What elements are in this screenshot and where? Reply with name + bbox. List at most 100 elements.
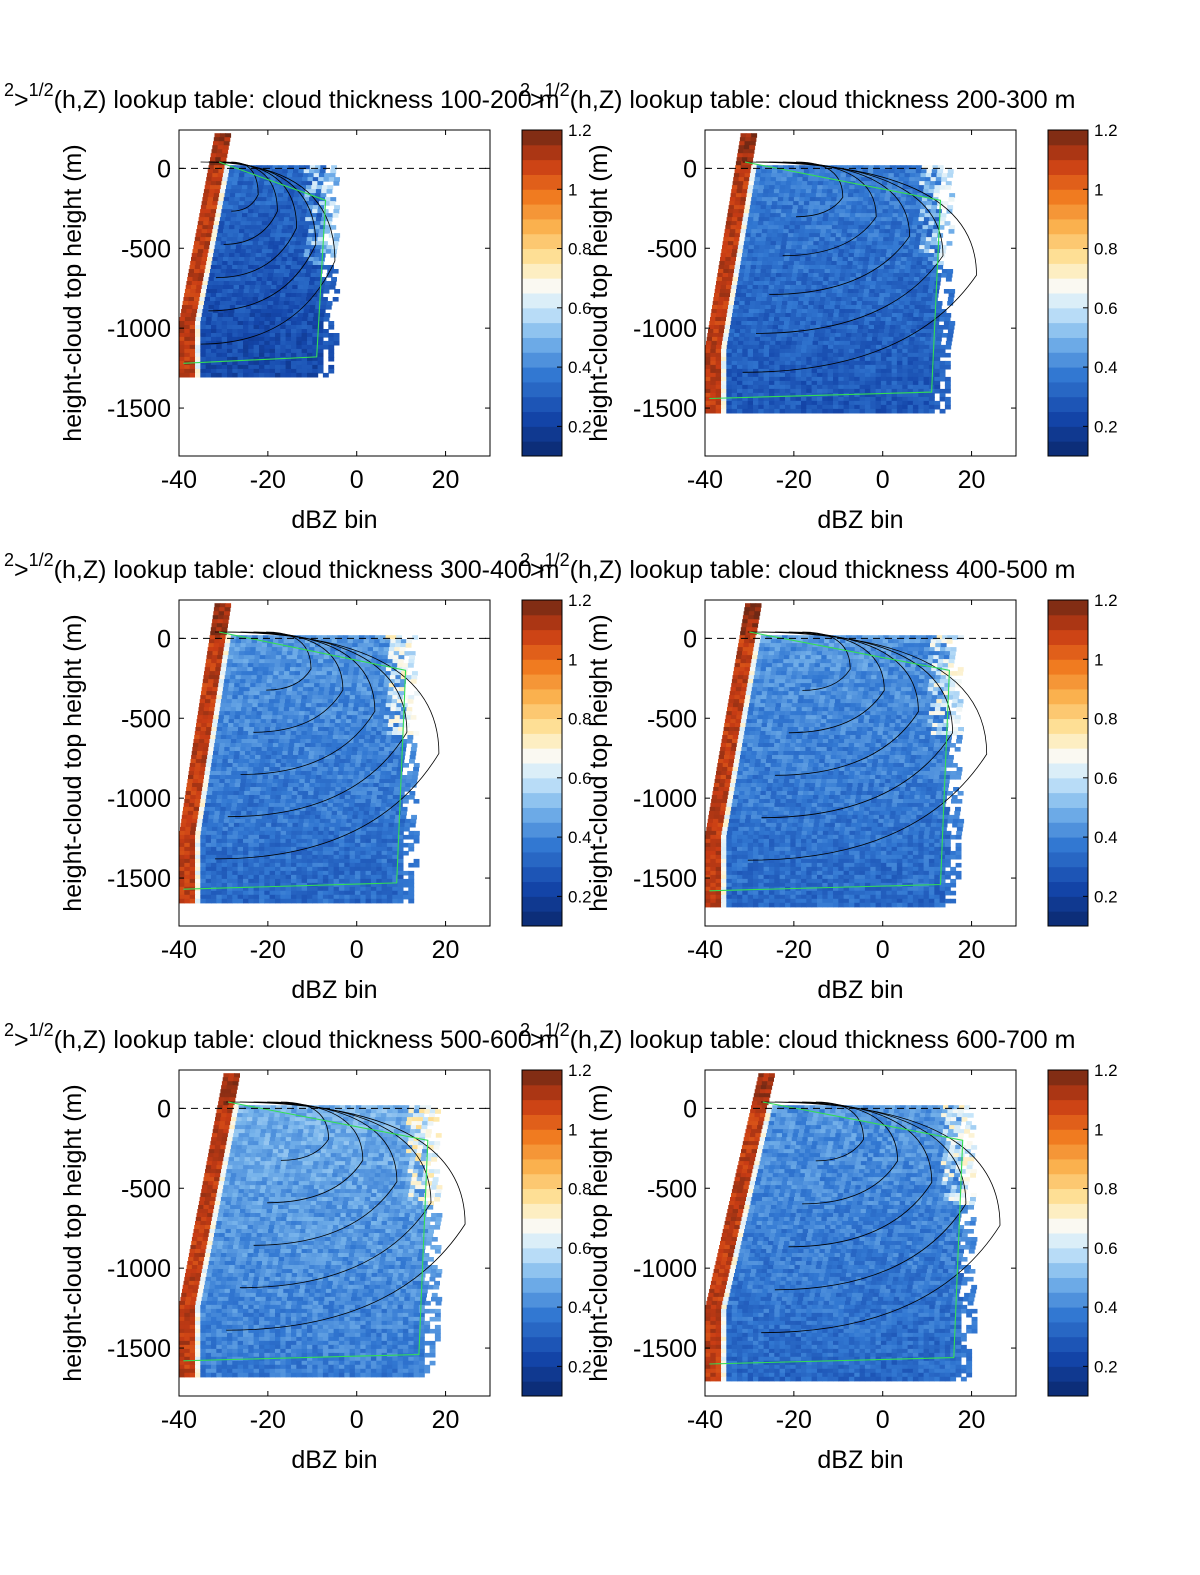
heatmap-cell <box>764 277 771 282</box>
heatmap-cell <box>845 269 852 274</box>
heatmap-cell <box>234 647 241 652</box>
heatmap-cell <box>856 301 863 306</box>
heatmap-cell <box>893 336 900 342</box>
heatmap-cell <box>310 301 317 306</box>
heatmap-cell <box>321 301 328 306</box>
heatmap-cell <box>931 297 938 302</box>
heatmap-cell <box>761 169 768 174</box>
heatmap-cell <box>730 257 737 262</box>
heatmap-cell <box>314 197 321 202</box>
heatmap-cell <box>715 368 722 374</box>
heatmap-cell <box>264 364 271 370</box>
heatmap-cell <box>257 189 264 194</box>
heatmap-cell <box>934 364 941 370</box>
heatmap-cell <box>831 229 838 234</box>
heatmap-cell <box>868 229 875 234</box>
heatmap-cell <box>806 404 813 410</box>
heatmap-cell <box>301 663 308 668</box>
heatmap-cell <box>188 269 195 274</box>
heatmap-cell <box>763 396 770 402</box>
heatmap-cell <box>935 273 942 278</box>
heatmap-cell <box>743 245 750 250</box>
heatmap-cell <box>880 396 887 402</box>
heatmap-cell <box>195 372 201 378</box>
heatmap-cell <box>803 201 810 206</box>
heatmap-cell <box>742 392 749 398</box>
heatmap-cell <box>809 201 816 206</box>
heatmap-cell <box>840 305 846 310</box>
heatmap-cell <box>780 340 787 346</box>
heatmap-cell <box>731 392 738 398</box>
heatmap-cell <box>755 269 762 274</box>
heatmap-cell <box>341 679 348 684</box>
heatmap-cell <box>205 699 211 704</box>
heatmap-cell <box>878 201 885 206</box>
heatmap-cell <box>887 241 894 246</box>
heatmap-cell <box>239 683 246 688</box>
heatmap-cell <box>312 317 319 322</box>
heatmap-cell <box>788 293 795 298</box>
heatmap-cell <box>777 261 784 266</box>
heatmap-cell <box>803 233 810 238</box>
heatmap-cell <box>211 177 218 182</box>
heatmap-cell <box>296 205 303 210</box>
heatmap-cell <box>831 261 838 266</box>
heatmap-cell <box>746 193 753 198</box>
heatmap-cell <box>220 241 227 246</box>
heatmap-cell <box>886 392 893 398</box>
heatmap-cell <box>238 261 245 266</box>
heatmap-cell <box>791 309 798 314</box>
heatmap-cell <box>282 225 289 230</box>
heatmap-cell <box>785 313 792 318</box>
heatmap-cell <box>232 321 239 326</box>
heatmap-cell <box>827 388 834 394</box>
heatmap-cell <box>915 205 922 210</box>
heatmap-cell <box>742 376 749 382</box>
heatmap-cell <box>401 667 408 672</box>
heatmap-cell <box>854 317 860 322</box>
heatmap-cell <box>907 253 914 258</box>
heatmap-cell <box>318 691 325 696</box>
heatmap-cell <box>349 699 355 704</box>
heatmap-cell <box>408 695 415 700</box>
heatmap-cell <box>758 348 765 354</box>
heatmap-cell <box>218 281 225 286</box>
heatmap-cell <box>275 333 281 338</box>
heatmap-cell <box>820 197 827 202</box>
heatmap-cell <box>774 185 781 190</box>
heatmap-cell <box>220 703 227 708</box>
heatmap-cell <box>830 169 837 174</box>
heatmap-cell <box>946 336 953 342</box>
heatmap-cell <box>763 253 770 258</box>
heatmap-cell <box>833 344 840 350</box>
heatmap-cell <box>195 364 201 370</box>
colorbar-band <box>1048 130 1088 146</box>
heatmap-cell <box>916 261 923 266</box>
heatmap-cell <box>795 317 802 322</box>
heatmap-cell <box>728 305 734 310</box>
heatmap-cell <box>864 317 871 322</box>
heatmap-cell <box>767 229 774 234</box>
heatmap-cell <box>839 340 846 346</box>
heatmap-cell <box>294 189 301 194</box>
heatmap-cell <box>817 313 824 318</box>
heatmap-cell <box>255 285 261 290</box>
heatmap-cell <box>715 364 722 370</box>
heatmap-cell <box>232 659 239 664</box>
heatmap-cell <box>267 273 274 278</box>
heatmap-cell <box>759 213 766 218</box>
heatmap-cell <box>305 301 312 306</box>
heatmap-cell <box>847 257 854 262</box>
heatmap-cell <box>769 245 776 250</box>
heatmap-cell <box>859 384 866 390</box>
heatmap-cell <box>916 325 923 330</box>
heatmap-cell <box>239 281 246 286</box>
heatmap-cell <box>218 169 225 174</box>
heatmap-cell <box>325 281 331 286</box>
heatmap-cell <box>748 181 755 186</box>
heatmap-cell <box>301 265 308 270</box>
heatmap-cell <box>227 325 233 330</box>
heatmap-cell <box>833 185 840 190</box>
heatmap-cell <box>841 329 848 334</box>
heatmap-cell <box>400 675 407 680</box>
